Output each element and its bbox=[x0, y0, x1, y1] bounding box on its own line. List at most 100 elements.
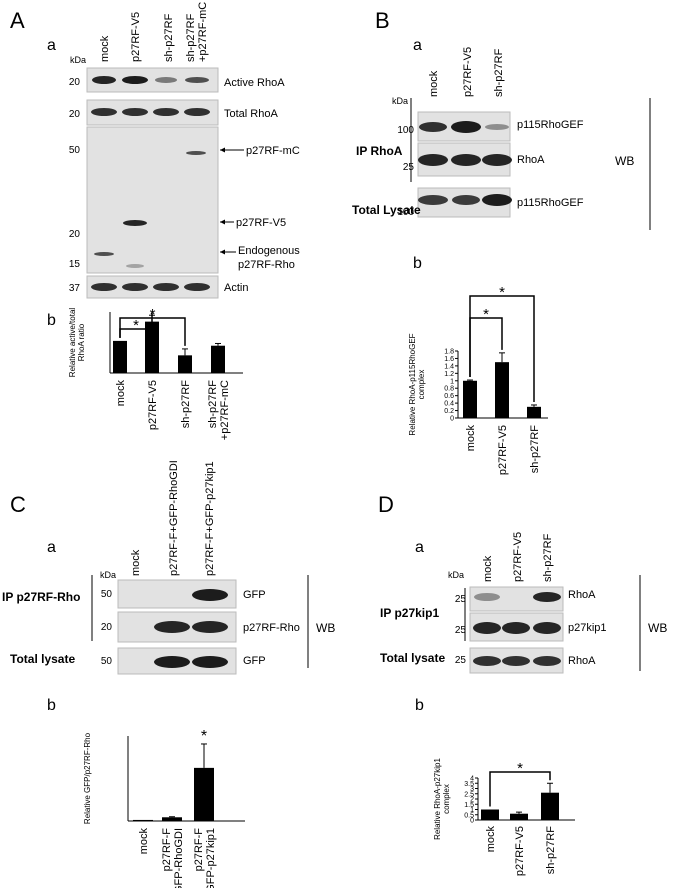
panel-letter: D bbox=[378, 492, 394, 517]
y-tick-label: 0.2 bbox=[444, 408, 454, 415]
kda-marker: 20 bbox=[69, 229, 81, 240]
blot-band bbox=[485, 124, 509, 130]
lane-label: p27RF-V5 bbox=[512, 532, 524, 582]
kda-marker: 50 bbox=[101, 656, 113, 667]
y-tick-label: 3 bbox=[470, 786, 474, 793]
band-label: Actin bbox=[224, 282, 248, 294]
significance-star: * bbox=[150, 306, 156, 323]
x-tick-label: p27RF-V5 bbox=[514, 826, 526, 876]
band-label: Active RhoA bbox=[224, 77, 285, 89]
significance-bracket bbox=[469, 295, 535, 402]
lane-label: mock bbox=[482, 555, 494, 582]
wb-label: WB bbox=[648, 621, 667, 635]
band-label: p27RF-Rho bbox=[238, 259, 295, 271]
kda-marker: 37 bbox=[69, 283, 81, 294]
band-label: GFP bbox=[243, 589, 266, 601]
lane-label: mock bbox=[428, 70, 440, 97]
y-axis-label: Relative RhoA-p115RhoGEFcomplex bbox=[408, 333, 426, 435]
group-label: Total lysate bbox=[380, 651, 445, 665]
blot-band bbox=[92, 76, 116, 84]
sub-letter: a bbox=[47, 37, 56, 54]
band-label: Endogenous bbox=[238, 245, 300, 257]
blot-band bbox=[91, 283, 117, 291]
y-tick-label: 3.5 bbox=[464, 781, 474, 788]
arrow-head bbox=[220, 147, 225, 153]
y-tick-label: 1.2 bbox=[444, 371, 454, 378]
arrow-head bbox=[220, 249, 225, 255]
significance-star: * bbox=[201, 728, 207, 745]
x-tick-label: sh-p27RF bbox=[529, 425, 541, 474]
y-axis-label: Relative active/totalRhoA ratio bbox=[68, 308, 86, 378]
bar bbox=[178, 355, 192, 373]
group-label: IP p27kip1 bbox=[380, 606, 439, 620]
significance-star: * bbox=[517, 760, 523, 777]
y-tick-label: 0.6 bbox=[444, 393, 454, 400]
blot-band bbox=[155, 77, 177, 83]
sub-letter: a bbox=[415, 539, 424, 556]
blot-strip bbox=[86, 275, 219, 299]
band-label: p27kip1 bbox=[568, 622, 607, 634]
blot-band bbox=[192, 589, 228, 601]
lane-label: sh-p27RF bbox=[163, 13, 175, 62]
kda-label: kDa bbox=[448, 570, 464, 580]
blot-band bbox=[122, 108, 148, 116]
band-label: RhoA bbox=[517, 154, 545, 166]
bar bbox=[481, 809, 499, 820]
x-tick-label: p27RF-F+GFP-p27kip1 bbox=[193, 828, 217, 888]
lane-label: mock bbox=[130, 549, 142, 576]
bar bbox=[162, 817, 182, 821]
blot-band bbox=[473, 656, 501, 666]
blot-band bbox=[474, 593, 500, 601]
bar bbox=[463, 380, 477, 418]
kda-label: kDa bbox=[100, 570, 116, 580]
arrow-head bbox=[220, 219, 225, 225]
blot-band bbox=[154, 656, 190, 668]
x-tick-label: p27RF-F+GFP-RhoGDI bbox=[161, 828, 185, 888]
x-tick-label: sh-p27RF bbox=[180, 380, 192, 429]
panel-letter: B bbox=[375, 8, 390, 33]
lane-label: p27RF-F+GFP-RhoGDI bbox=[168, 460, 180, 576]
kda-marker: 25 bbox=[455, 655, 467, 666]
x-tick-label: sh-p27RF+p27RF-mC bbox=[207, 380, 231, 440]
blot-band bbox=[126, 264, 144, 268]
bar bbox=[133, 819, 153, 821]
blot-band bbox=[451, 154, 481, 166]
band-label: p115RhoGEF bbox=[517, 197, 584, 209]
bar bbox=[145, 321, 159, 373]
blot-band bbox=[533, 592, 561, 602]
sub-letter: b bbox=[415, 697, 424, 714]
x-tick-label: sh-p27RF bbox=[545, 826, 557, 875]
wb-label: WB bbox=[316, 621, 335, 635]
blot-strip bbox=[86, 126, 219, 274]
band-label: RhoA bbox=[568, 589, 596, 601]
sub-letter: b bbox=[47, 312, 56, 329]
bar bbox=[527, 406, 541, 418]
band-label: p27RF-Rho bbox=[243, 622, 300, 634]
kda-marker: 20 bbox=[101, 622, 113, 633]
blot-band bbox=[482, 154, 512, 166]
kda-marker: 100 bbox=[397, 207, 414, 218]
significance-star: * bbox=[483, 306, 489, 323]
blot-band bbox=[192, 656, 228, 668]
blot-band bbox=[91, 108, 117, 116]
blot-band bbox=[122, 76, 148, 84]
y-tick-label: 1 bbox=[470, 807, 474, 814]
bar bbox=[495, 362, 509, 418]
sub-letter: b bbox=[413, 255, 422, 272]
group-label: Total lysate bbox=[10, 652, 75, 666]
group-label: IP p27RF-Rho bbox=[2, 590, 80, 604]
blot-band bbox=[186, 151, 206, 155]
band-label: p27RF-V5 bbox=[236, 217, 286, 229]
panel-letter: A bbox=[10, 8, 25, 33]
blot-band bbox=[185, 77, 209, 83]
y-tick-label: 2 bbox=[470, 797, 474, 804]
blot-band bbox=[184, 108, 210, 116]
lane-label: sh-p27RF bbox=[542, 533, 554, 582]
x-tick-label: p27RF-V5 bbox=[497, 425, 509, 475]
significance-bracket bbox=[489, 771, 551, 807]
significance-bracket bbox=[119, 317, 186, 346]
blot-band bbox=[94, 252, 114, 256]
group-label: IP RhoA bbox=[356, 144, 403, 158]
wb-label: WB bbox=[615, 154, 634, 168]
